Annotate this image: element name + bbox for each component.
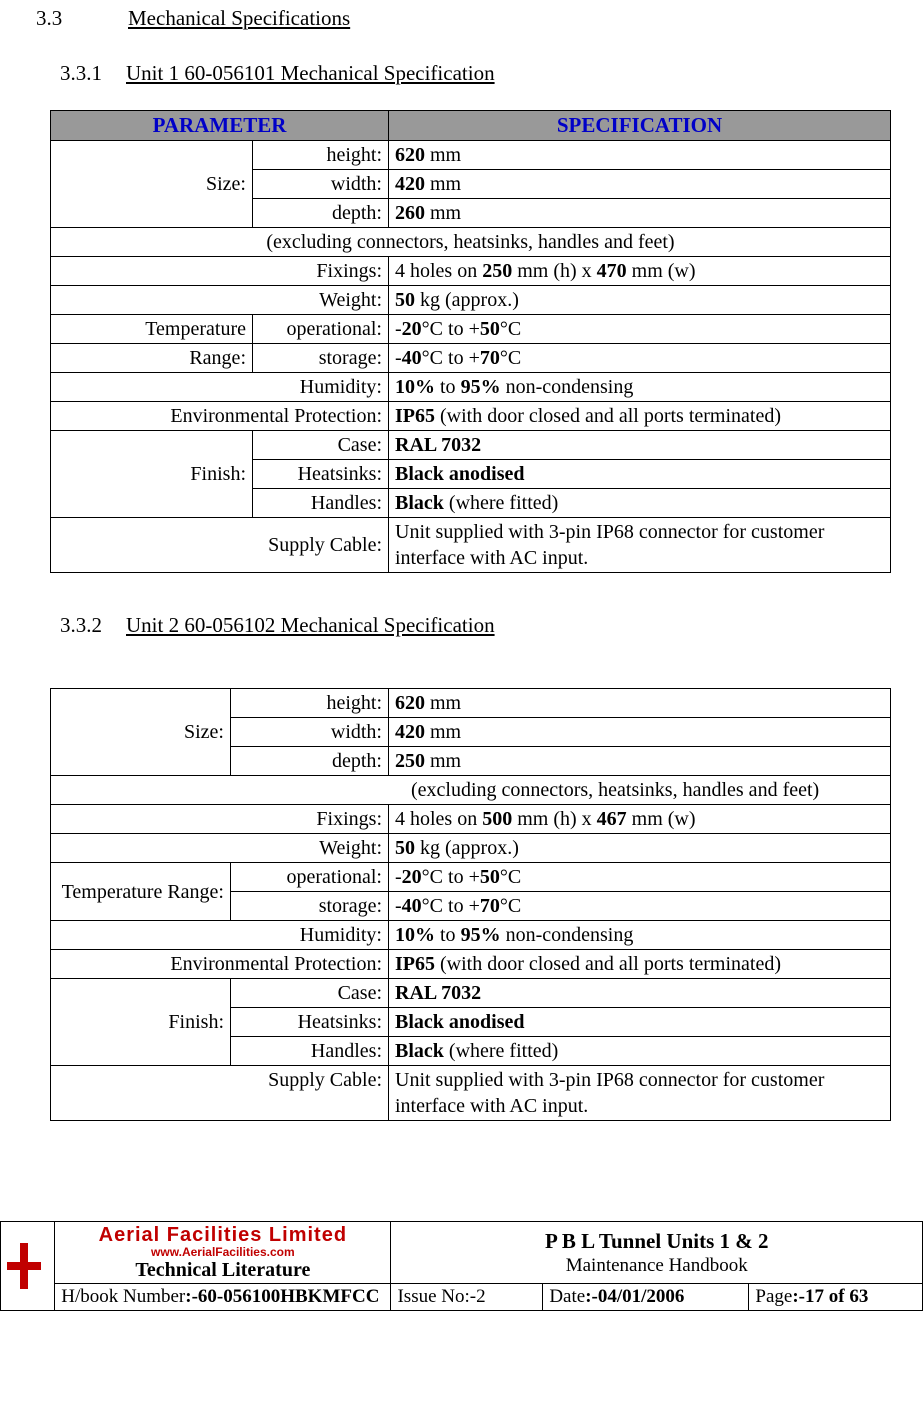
value-heatsinks: Black anodised — [389, 1008, 891, 1037]
issue-cell: Issue No:-2 — [391, 1284, 543, 1311]
spec-table-unit1: PARAMETER SPECIFICATION Size: height: 62… — [50, 110, 891, 573]
label-operational: operational: — [253, 315, 389, 344]
issue-value: 2 — [476, 1286, 486, 1307]
value-height: 620 mm — [389, 689, 891, 718]
section-heading: 3.3Mechanical Specifications — [36, 6, 893, 31]
doc-title-line2: Maintenance Handbook — [397, 1254, 916, 1278]
label-supply: Supply Cable: — [51, 1066, 389, 1121]
value-heatsinks: Black anodised — [389, 460, 891, 489]
label-size: Size: — [51, 141, 253, 228]
value-humidity: 10% to 95% non-condensing — [389, 373, 891, 402]
label-temp-line1: Temperature — [51, 315, 253, 344]
brand-url: www.AerialFacilities.com — [61, 1246, 384, 1259]
subsection-heading-2: 3.3.2Unit 2 60-056102 Mechanical Specifi… — [60, 613, 893, 638]
label-handles: Handles: — [231, 1037, 389, 1066]
value-handles: Black (where fitted) — [389, 1037, 891, 1066]
label-size: Size: — [51, 689, 231, 776]
label-finish: Finish: — [51, 431, 253, 518]
label-supply: Supply Cable: — [51, 518, 389, 573]
label-temp-line2: Range: — [51, 344, 253, 373]
hbook-label: H/book Number — [61, 1286, 185, 1307]
value-temp-operational: -20°C to +50°C — [389, 863, 891, 892]
value-width: 420 mm — [389, 718, 891, 747]
label-envprot: Environmental Protection: — [51, 402, 389, 431]
page-cell: Page:-17 of 63 — [749, 1284, 923, 1311]
value-depth: 260 mm — [389, 199, 891, 228]
hbook-value: :-60-056100HBKMFCC — [185, 1286, 379, 1307]
hbook-number-cell: H/book Number:-60-056100HBKMFCC — [55, 1284, 391, 1311]
section-title: Mechanical Specifications — [128, 6, 350, 30]
brand-name: Aerial Facilities Limited — [61, 1224, 384, 1246]
table-header-specification: SPECIFICATION — [389, 111, 891, 141]
table-header-parameter: PARAMETER — [51, 111, 389, 141]
date-label: Date — [549, 1286, 585, 1307]
value-humidity: 10% to 95% non-condensing — [389, 921, 891, 950]
label-case: Case: — [231, 979, 389, 1008]
value-temp-storage: -40°C to +70°C — [389, 344, 891, 373]
label-handles: Handles: — [253, 489, 389, 518]
subsection-title: Unit 2 60-056102 Mechanical Specificatio… — [126, 613, 495, 637]
label-height: height: — [231, 689, 389, 718]
page-footer: Aerial Facilities Limited www.AerialFaci… — [0, 1221, 923, 1311]
value-supply: Unit supplied with 3-pin IP68 connector … — [389, 518, 891, 573]
doc-title-line1: P B L Tunnel Units 1 & 2 — [397, 1228, 916, 1254]
label-storage: storage: — [253, 344, 389, 373]
label-width: width: — [231, 718, 389, 747]
value-case: RAL 7032 — [389, 431, 891, 460]
label-case: Case: — [253, 431, 389, 460]
page-value: :-17 of 63 — [792, 1286, 868, 1307]
issue-label: Issue No:- — [397, 1286, 476, 1307]
value-weight: 50 kg (approx.) — [389, 286, 891, 315]
label-weight: Weight: — [51, 834, 389, 863]
label-operational: operational: — [231, 863, 389, 892]
value-temp-storage: -40°C to +70°C — [389, 892, 891, 921]
subsection-number: 3.3.1 — [60, 61, 126, 86]
label-width: width: — [253, 170, 389, 199]
label-fixings: Fixings: — [51, 805, 389, 834]
label-weight: Weight: — [51, 286, 389, 315]
note-excluding: (excluding connectors, heatsinks, handle… — [51, 228, 891, 257]
spec-table-unit2: Size: height: 620 mm width: 420 mm depth… — [50, 688, 891, 1121]
label-finish: Finish: — [51, 979, 231, 1066]
label-temp: Temperature Range: — [51, 863, 231, 921]
label-envprot: Environmental Protection: — [51, 950, 389, 979]
value-temp-operational: -20°C to +50°C — [389, 315, 891, 344]
value-width: 420 mm — [389, 170, 891, 199]
brand-logo-icon — [7, 1243, 41, 1289]
label-height: height: — [253, 141, 389, 170]
note-excluding: (excluding connectors, heatsinks, handle… — [51, 776, 891, 805]
value-depth: 250 mm — [389, 747, 891, 776]
subsection-heading-1: 3.3.1Unit 1 60-056101 Mechanical Specifi… — [60, 61, 893, 86]
value-envprot: IP65 (with door closed and all ports ter… — [389, 402, 891, 431]
subsection-title: Unit 1 60-056101 Mechanical Specificatio… — [126, 61, 495, 85]
label-fixings: Fixings: — [51, 257, 389, 286]
label-depth: depth: — [231, 747, 389, 776]
subsection-number: 3.3.2 — [60, 613, 126, 638]
label-heatsinks: Heatsinks: — [231, 1008, 389, 1037]
value-supply: Unit supplied with 3-pin IP68 connector … — [389, 1066, 891, 1121]
brand-logo-cell — [1, 1222, 55, 1311]
value-case: RAL 7032 — [389, 979, 891, 1008]
date-cell: Date:-04/01/2006 — [543, 1284, 749, 1311]
section-number: 3.3 — [36, 6, 128, 31]
label-humidity: Humidity: — [51, 373, 389, 402]
value-handles: Black (where fitted) — [389, 489, 891, 518]
doc-title-cell: P B L Tunnel Units 1 & 2 Maintenance Han… — [391, 1222, 923, 1284]
value-weight: 50 kg (approx.) — [389, 834, 891, 863]
page-label: Page — [755, 1286, 792, 1307]
value-fixings: 4 holes on 500 mm (h) x 467 mm (w) — [389, 805, 891, 834]
label-heatsinks: Heatsinks: — [253, 460, 389, 489]
value-envprot: IP65 (with door closed and all ports ter… — [389, 950, 891, 979]
value-fixings: 4 holes on 250 mm (h) x 470 mm (w) — [389, 257, 891, 286]
label-humidity: Humidity: — [51, 921, 389, 950]
label-depth: depth: — [253, 199, 389, 228]
brand-subtitle: Technical Literature — [61, 1259, 384, 1281]
value-height: 620 mm — [389, 141, 891, 170]
date-value: :-04/01/2006 — [585, 1286, 684, 1307]
label-storage: storage: — [231, 892, 389, 921]
brand-cell: Aerial Facilities Limited www.AerialFaci… — [55, 1222, 391, 1284]
